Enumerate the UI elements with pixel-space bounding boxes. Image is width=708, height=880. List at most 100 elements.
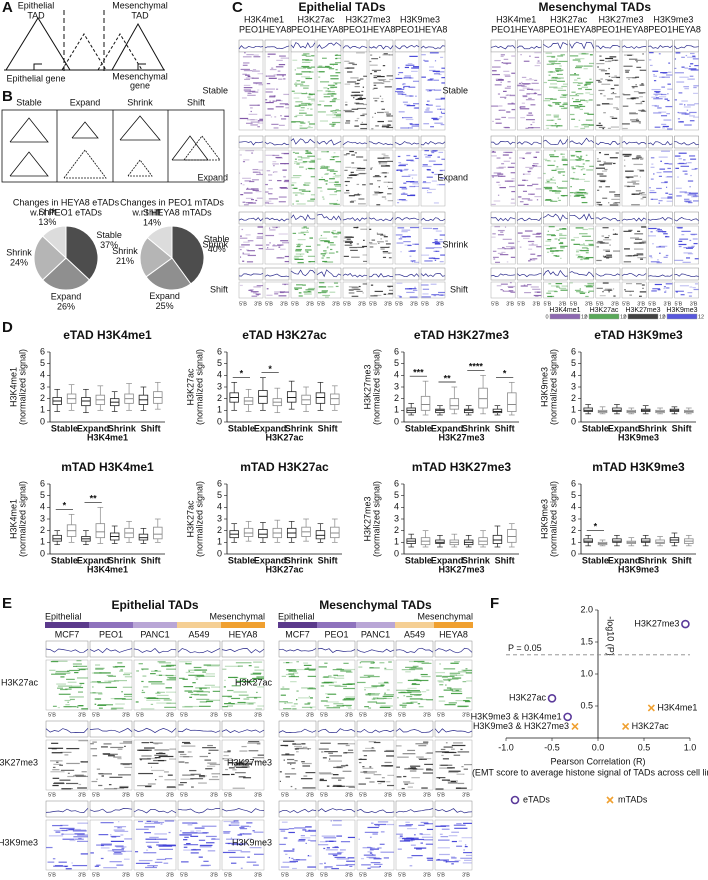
heatmap-streak [192,823,198,824]
heatmap-streak [298,233,304,234]
heatmap-streak [383,65,385,66]
profile-frame [674,268,698,280]
heatmap-streak [252,830,254,831]
heatmap-streak [249,665,252,666]
box [53,535,62,541]
heatmap-streak [304,293,312,294]
heatmap-streak [573,82,578,83]
heatmap-streak [577,78,580,79]
heatmap-streak [382,109,385,110]
heatmap-streak [357,184,359,185]
heatmap-streak [384,668,386,669]
profile-frame [279,721,316,737]
heatmap-streak [605,79,612,80]
heatmap-streak [545,245,550,246]
heatmap-streak [284,163,285,164]
heatmap-streak [145,786,151,787]
heatmap-streak [109,777,122,778]
heatmap-streak [433,258,439,259]
heatmap-streak [463,700,469,701]
heatmap-streak [426,690,429,691]
heatmap-streak [622,93,624,94]
bin-label: 3'B [345,712,353,718]
heatmap-streak [431,172,433,173]
heatmap-streak [418,758,431,759]
heatmap-streak [451,749,455,750]
heatmap-streak [384,762,391,763]
heatmap-streak [537,62,541,63]
heatmap-streak [521,235,530,236]
heatmap-streak [599,56,601,57]
heatmap-streak [111,708,123,709]
y-tick-label: 5 [40,358,45,368]
heatmap-streak [573,101,581,102]
heatmap-streak [622,123,630,124]
heatmap-streak [383,252,392,253]
heatmap-streak [403,87,405,88]
heatmap-streak [576,227,584,228]
heatmap-streak [579,104,583,105]
heatmap-streak [451,781,456,782]
heatmap-streak [600,295,606,296]
y-axis-label: (normalized signal) [371,481,381,557]
heatmap-streak [376,703,386,704]
heatmap-streak [325,296,329,297]
heatmap-streak [352,64,357,65]
heatmap-streak [605,186,610,187]
heatmap-streak [344,170,347,171]
heatmap-streak [642,197,646,198]
heatmap-streak [402,788,405,789]
heatmap-streak [403,192,406,193]
heatmap-streak [345,111,354,112]
heatmap-streak [206,836,217,837]
heatmap-streak [357,247,364,248]
heatmap-streak [599,127,605,128]
gene-label: Epithelial gene [6,73,65,83]
heatmap-streak [609,76,610,77]
heatmap-streak [69,696,84,697]
heatmap-streak [537,233,542,234]
heatmap-streak [547,181,550,182]
heatmap-streak [301,761,305,762]
heatmap-streak [411,71,418,72]
heatmap-streak [440,825,449,826]
heatmap-streak [268,56,270,57]
tad-triangle [6,18,70,70]
cell-line-label: MCF7 [285,629,310,639]
profile-frame [357,641,394,657]
heatmap-streak [529,78,531,79]
heatmap-streak [614,75,617,76]
gradient-label: Mesenchymal [209,611,265,621]
heatmap-streak [360,173,367,174]
heatmap-streak [386,113,391,114]
heatmap-streak [360,229,367,230]
heatmap-streak [154,749,169,750]
heatmap-streak [375,113,376,114]
colorbar [589,314,619,319]
heatmap-streak [349,698,355,699]
row-label: Stable [442,85,468,95]
heatmap-streak [257,198,263,199]
heatmap-streak [553,190,560,191]
heatmap-streak [69,672,71,673]
heatmap-streak [231,698,240,699]
heatmap-streak [139,663,143,664]
heatmap-streak [240,833,244,834]
heatmap-streak [603,282,609,283]
heatmap-streak [408,174,417,175]
heatmap-streak [612,60,618,61]
heatmap-streak [247,862,257,863]
heatmap-streak [676,195,681,196]
heatmap-streak [296,246,300,247]
heatmap-streak [335,62,341,63]
heatmap-streak [429,189,436,190]
box [316,531,325,539]
x-tick-label: Stable [582,423,609,433]
heatmap-streak [323,198,325,199]
heatmap-streak [297,262,303,263]
heatmap-streak [283,78,285,79]
heatmap-streak [422,691,427,692]
heatmap-streak [335,686,347,687]
profile-frame [543,40,567,52]
heatmap-streak [336,58,341,59]
